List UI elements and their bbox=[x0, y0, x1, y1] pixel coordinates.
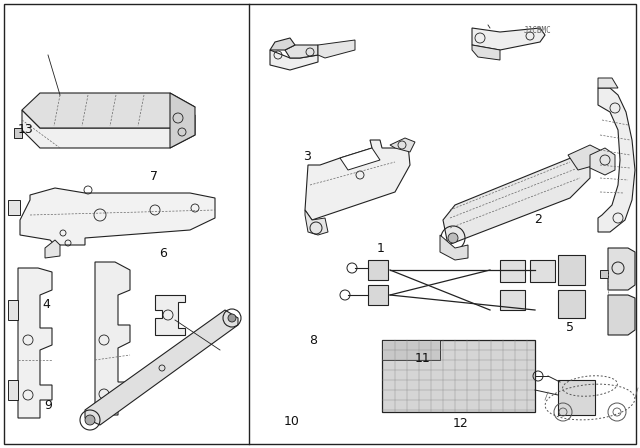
Polygon shape bbox=[608, 295, 635, 335]
Polygon shape bbox=[590, 148, 615, 175]
Polygon shape bbox=[8, 200, 20, 215]
Text: 12: 12 bbox=[453, 417, 468, 430]
Polygon shape bbox=[305, 210, 328, 235]
Polygon shape bbox=[440, 235, 468, 260]
Polygon shape bbox=[530, 260, 555, 282]
Polygon shape bbox=[305, 140, 410, 220]
Polygon shape bbox=[558, 255, 585, 285]
Polygon shape bbox=[382, 340, 440, 360]
Text: 11: 11 bbox=[415, 352, 430, 365]
Polygon shape bbox=[285, 45, 318, 58]
Polygon shape bbox=[45, 240, 60, 258]
Polygon shape bbox=[22, 110, 195, 148]
Polygon shape bbox=[8, 300, 18, 320]
Polygon shape bbox=[382, 340, 535, 412]
Polygon shape bbox=[568, 145, 600, 170]
Polygon shape bbox=[443, 155, 590, 245]
Circle shape bbox=[85, 415, 95, 425]
Polygon shape bbox=[20, 188, 215, 245]
Polygon shape bbox=[8, 380, 18, 400]
Polygon shape bbox=[472, 45, 500, 60]
Text: 2: 2 bbox=[534, 213, 541, 226]
Polygon shape bbox=[608, 248, 635, 290]
Text: 8: 8 bbox=[310, 334, 317, 347]
Polygon shape bbox=[368, 285, 388, 305]
Circle shape bbox=[448, 233, 458, 243]
Text: 1: 1 bbox=[377, 242, 385, 255]
Polygon shape bbox=[85, 310, 238, 425]
Polygon shape bbox=[368, 260, 388, 280]
Polygon shape bbox=[18, 268, 52, 418]
Text: 7: 7 bbox=[150, 170, 157, 184]
Polygon shape bbox=[598, 88, 635, 232]
Polygon shape bbox=[558, 290, 585, 318]
Polygon shape bbox=[155, 295, 185, 335]
Text: 10: 10 bbox=[284, 414, 299, 428]
Polygon shape bbox=[318, 40, 355, 58]
Polygon shape bbox=[600, 270, 608, 278]
Polygon shape bbox=[270, 38, 295, 50]
Text: 6: 6 bbox=[159, 246, 167, 260]
Polygon shape bbox=[598, 78, 618, 88]
Text: JJCBMC: JJCBMC bbox=[524, 26, 552, 35]
Polygon shape bbox=[340, 148, 380, 170]
Text: 4: 4 bbox=[42, 298, 50, 311]
Text: 5: 5 bbox=[566, 320, 573, 334]
Polygon shape bbox=[472, 28, 545, 50]
Polygon shape bbox=[390, 138, 415, 152]
Polygon shape bbox=[558, 380, 595, 415]
Text: 3: 3 bbox=[303, 150, 311, 164]
Circle shape bbox=[228, 314, 236, 322]
Polygon shape bbox=[500, 290, 525, 310]
Text: 9: 9 bbox=[44, 399, 52, 412]
Polygon shape bbox=[95, 262, 130, 415]
Polygon shape bbox=[22, 93, 195, 128]
Polygon shape bbox=[500, 260, 525, 282]
Polygon shape bbox=[170, 93, 195, 148]
Polygon shape bbox=[14, 128, 22, 138]
Text: 13: 13 bbox=[18, 123, 33, 137]
Polygon shape bbox=[270, 50, 318, 70]
